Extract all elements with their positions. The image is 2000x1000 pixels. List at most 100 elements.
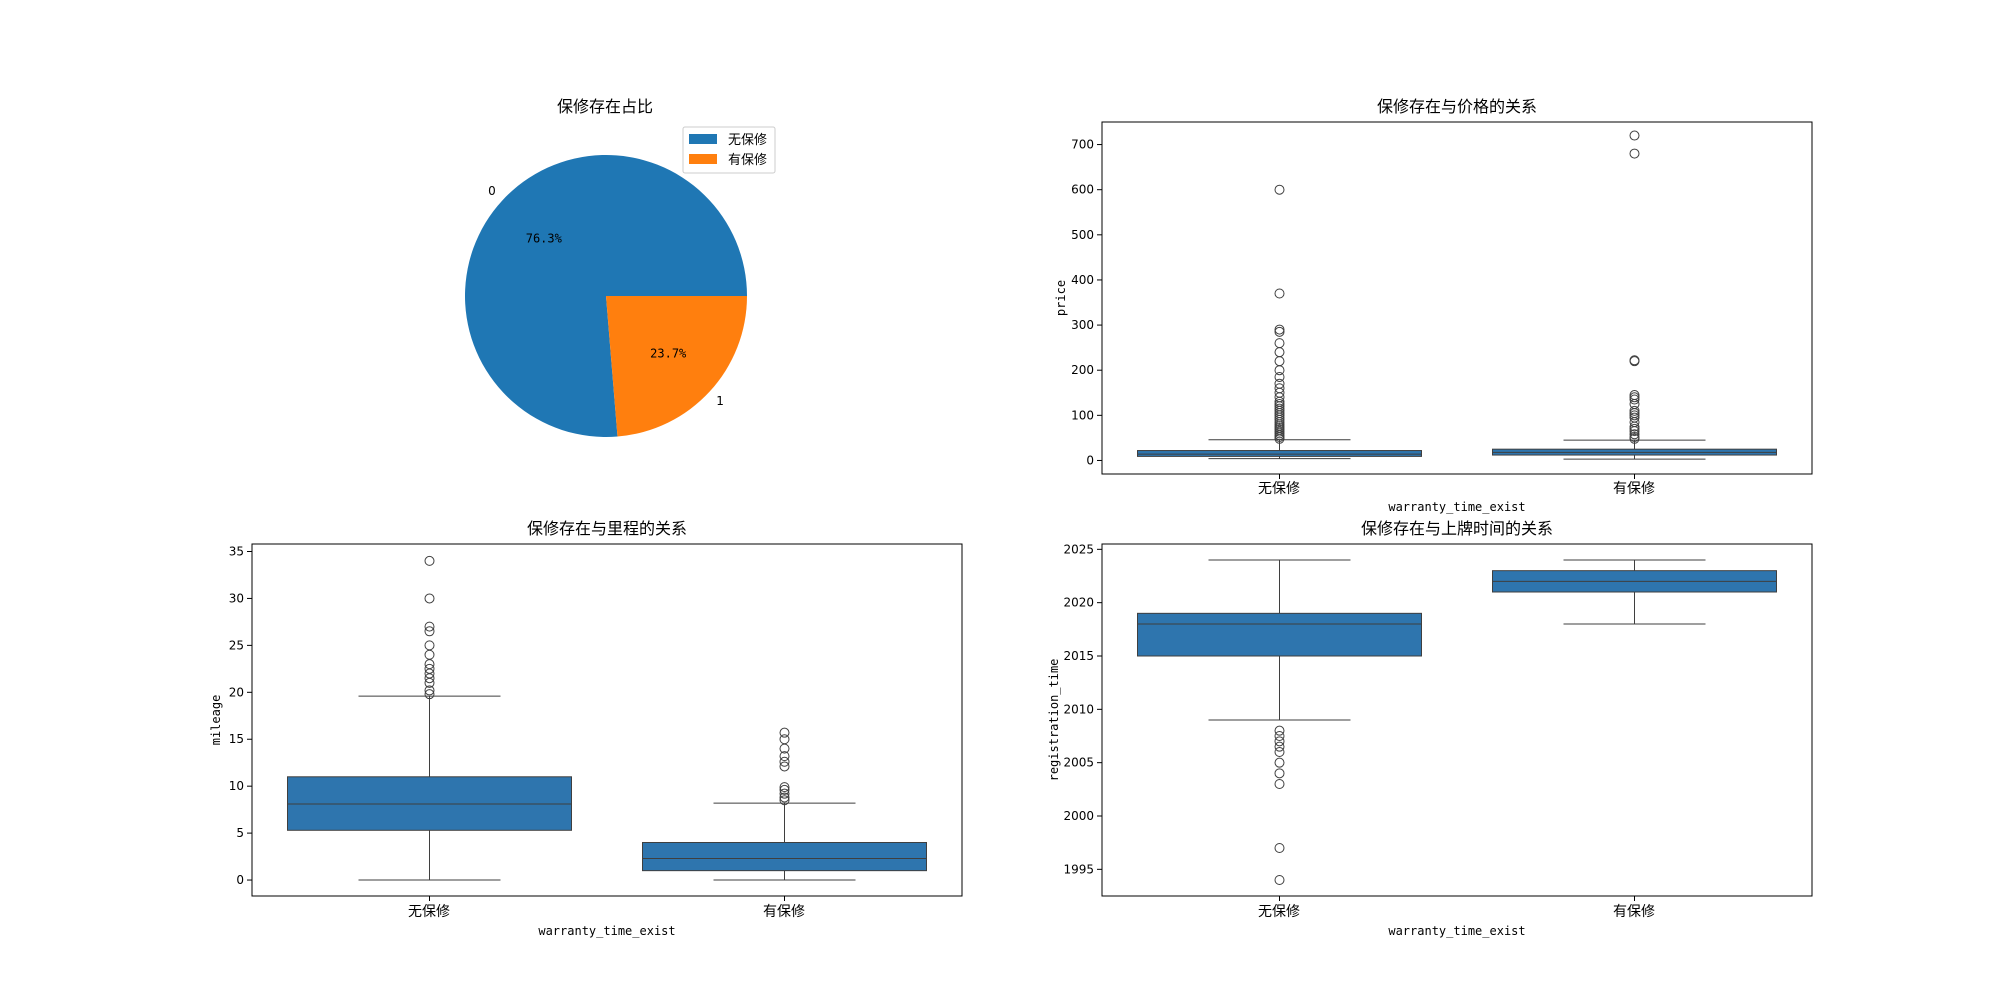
outlier-point [1274, 378, 1285, 389]
registration-title: 保修存在与上牌时间的关系 [1361, 519, 1553, 538]
y-tick-label: 600 [1071, 183, 1094, 197]
outlier-point [1629, 405, 1640, 416]
outlier-point [1629, 130, 1640, 141]
outlier-point [1274, 403, 1285, 414]
pie-pct-label-0: 76.3% [526, 232, 563, 246]
y-tick-label: 2000 [1063, 809, 1094, 823]
outlier-point [424, 555, 435, 566]
legend-swatch-warranty [689, 154, 717, 164]
outlier-point [1274, 725, 1285, 736]
outlier-point [1274, 324, 1285, 335]
outlier-point [1629, 390, 1640, 401]
outlier-point [1274, 288, 1285, 299]
y-tick-label: 0 [236, 873, 244, 887]
y-tick-label: 700 [1071, 138, 1094, 152]
y-tick-label: 5 [236, 826, 244, 840]
price-x-tick-no-warranty: 无保修 [1258, 481, 1300, 497]
mileage-title: 保修存在与里程的关系 [527, 519, 687, 538]
y-tick-label: 2025 [1063, 542, 1094, 556]
pie-slice-1 [606, 296, 747, 437]
price-y-label: price [1054, 280, 1068, 316]
y-tick-label: 10 [229, 779, 244, 793]
pie-label-1: 1 [716, 394, 724, 408]
outlier-point [1274, 747, 1285, 757]
y-tick-label: 100 [1071, 408, 1094, 422]
outlier-point [1274, 184, 1285, 195]
y-tick-label: 2005 [1063, 756, 1094, 770]
mileage-plot-frame [251, 543, 963, 897]
box-iqr [642, 841, 927, 872]
y-tick-label: 200 [1071, 363, 1094, 377]
outlier-point [1274, 843, 1285, 853]
outlier-point [424, 640, 435, 651]
outlier-point [1274, 371, 1285, 382]
outlier-point [424, 593, 435, 604]
outlier-point [1629, 429, 1640, 440]
outlier-point [779, 788, 790, 799]
y-tick-label: 20 [229, 685, 244, 699]
y-tick-label: 30 [229, 591, 244, 605]
outlier-point [1629, 355, 1640, 366]
y-tick-label: 400 [1071, 273, 1094, 287]
pie-pct-label-1: 23.7% [650, 346, 687, 360]
outlier-point [1274, 741, 1285, 752]
mileage-boxplot-panel: 保修存在与里程的关系 0 5 10 15 20 25 30 35 无保修 有保修 warran… [209, 519, 963, 938]
legend-swatch-no-warranty [689, 134, 717, 144]
registration-x-tick-no-warranty: 无保修 [1258, 904, 1300, 920]
outlier-point [424, 689, 435, 700]
outlier-point [779, 792, 790, 803]
outlier-point [1274, 383, 1285, 394]
y-tick-label: 15 [229, 732, 244, 746]
y-tick-label: 300 [1071, 318, 1094, 332]
mileage-x-label: warranty_time_exist [538, 924, 675, 938]
outlier-point [424, 685, 435, 696]
mileage-y-label: mileage [209, 695, 223, 746]
outlier-point [779, 756, 790, 767]
outlier-point [1274, 875, 1285, 885]
legend-label-warranty: 有保修 [728, 153, 767, 168]
outlier-point [1274, 399, 1285, 410]
outlier-point [779, 734, 790, 745]
box-iqr [1137, 612, 1422, 657]
y-tick-label: 35 [229, 545, 244, 559]
registration-x-label: warranty_time_exist [1388, 924, 1525, 938]
y-tick-label: 2015 [1063, 649, 1094, 663]
registration-x-tick-warranty: 有保修 [1613, 904, 1655, 920]
y-tick-label: 2020 [1063, 596, 1094, 610]
registration-y-label: registration_time [1047, 659, 1061, 782]
outlier-point [1274, 731, 1285, 741]
pie-legend: 无保修 有保修 [682, 126, 776, 174]
outlier-point [1274, 736, 1285, 747]
outlier-point [1274, 779, 1285, 789]
outlier-point [1629, 410, 1640, 421]
outlier-point [424, 626, 435, 637]
registration-boxplot-panel: 保修存在与上牌时间的关系 1995 2000 2005 2010 2015 2020 202… [1047, 519, 1813, 938]
mileage-x-tick-no-warranty: 无保修 [408, 904, 450, 920]
outlier-point [1629, 431, 1640, 442]
y-tick-label: 25 [229, 638, 244, 652]
outlier-point [779, 795, 790, 806]
outlier-point [1274, 338, 1285, 349]
price-x-label: warranty_time_exist [1388, 500, 1525, 514]
price-boxplot-panel: 保修存在与价格的关系 0 100 200 300 400 500 600 700 无保修 有保… [1054, 97, 1813, 514]
outlier-point [779, 761, 790, 772]
outlier-point [1629, 148, 1640, 159]
pie-chart-panel: 保修存在占比 0 76.3% 1 23.7% 无保修 有保修 [465, 97, 776, 438]
outlier-point [1274, 356, 1285, 367]
outlier-point [779, 782, 790, 793]
pie-label-0: 0 [488, 184, 496, 198]
legend-label-no-warranty: 无保修 [728, 133, 767, 148]
outlier-point [424, 663, 435, 674]
y-tick-label: 500 [1071, 228, 1094, 242]
registration-plot-frame [1101, 543, 1813, 897]
y-tick-label: 1995 [1063, 862, 1094, 876]
outlier-point [1274, 347, 1285, 358]
outlier-point [424, 621, 435, 632]
outlier-point [1629, 392, 1640, 403]
outlier-point [779, 727, 790, 738]
pie-title: 保修存在占比 [557, 97, 653, 116]
outlier-point [1274, 757, 1285, 768]
price-plot-frame [1101, 121, 1813, 475]
outlier-point [1274, 326, 1285, 337]
